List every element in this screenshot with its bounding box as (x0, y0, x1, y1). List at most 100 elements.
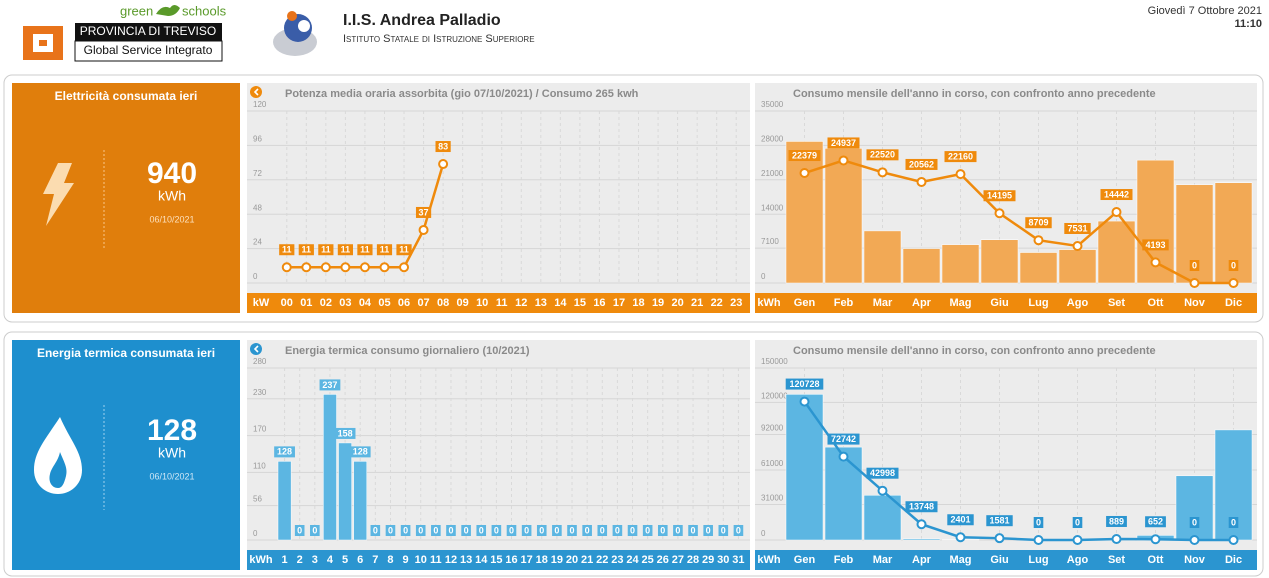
y-tick-label: 120 (253, 100, 267, 109)
point (1111, 207, 1122, 218)
data-label: 0 (403, 525, 408, 535)
data-label: 128 (277, 447, 292, 457)
data-label: 652 (1148, 517, 1163, 527)
data-label: 0 (524, 525, 529, 535)
data-label-box (337, 244, 353, 256)
data-label-box (1100, 189, 1133, 201)
point (1033, 535, 1044, 545)
bar (277, 461, 292, 541)
x-tick-label: 26 (657, 554, 669, 566)
point (1189, 535, 1200, 545)
x-tick-label: 7 (372, 554, 378, 566)
data-label: 889 (1109, 516, 1124, 526)
data-label-box (866, 149, 899, 161)
x-tick-label: 9 (403, 554, 409, 566)
point (1111, 533, 1122, 544)
x-tick-label: 15 (490, 554, 502, 566)
y-tick-label: 150000 (761, 357, 788, 366)
data-label-box (1064, 222, 1091, 234)
x-tick-label: 16 (593, 297, 605, 309)
x-tick-label: Lug (1028, 297, 1048, 309)
unit-label: kWh (757, 297, 781, 309)
data-label-box (279, 244, 295, 256)
data-label: 0 (1036, 517, 1041, 527)
y-tick-label: 0 (761, 529, 766, 538)
point (799, 168, 810, 179)
x-tick-label: Ott (1148, 297, 1164, 309)
x-tick-label: Set (1108, 554, 1125, 566)
x-tick-label: 10 (476, 297, 488, 309)
data-label: 0 (1075, 517, 1080, 527)
x-tick-label: Mag (950, 554, 972, 566)
y-tick-label: 14000 (761, 203, 784, 212)
x-tick-label: Mag (950, 297, 972, 309)
x-tick-label: 00 (281, 297, 293, 309)
unit-label: kW (253, 297, 270, 309)
x-tick-label: 18 (536, 554, 548, 566)
bar (785, 141, 824, 284)
back-arrow (253, 345, 259, 353)
summary-title: Energia termica consumata ieri (37, 346, 215, 360)
back-arrow (253, 88, 259, 96)
x-tick-label: Ago (1067, 297, 1089, 309)
data-label: 0 (600, 525, 605, 535)
data-label: 237 (322, 380, 337, 390)
data-label: 0 (509, 525, 514, 535)
x-tick-label: 3 (312, 554, 318, 566)
data-label-box (318, 244, 334, 256)
data-label: 1581 (989, 516, 1009, 526)
data-label: 0 (645, 525, 650, 535)
point (320, 262, 331, 273)
data-label-box (567, 525, 577, 536)
point (994, 208, 1005, 219)
point (1228, 278, 1239, 288)
y-tick-label: 230 (253, 388, 267, 397)
data-label: 128 (353, 447, 368, 457)
x-tick-label: 07 (417, 297, 429, 309)
x-tick-label: 20 (671, 297, 683, 309)
data-label: 0 (585, 525, 590, 535)
x-tick-label: 21 (581, 554, 593, 566)
data-label-box (1106, 515, 1127, 527)
x-tick-label: 12 (515, 297, 527, 309)
data-label-box (1025, 217, 1052, 229)
province-logo-mark (39, 40, 47, 46)
data-label-box (1033, 517, 1044, 528)
data-label: 0 (494, 525, 499, 535)
data-label-box (1145, 516, 1166, 528)
y-tick-label: 0 (253, 529, 258, 538)
category-band (247, 293, 750, 313)
x-tick-label: 14 (554, 297, 567, 309)
data-label-box (905, 158, 938, 170)
bar (1058, 249, 1097, 284)
summary-date: 06/10/2021 (149, 471, 194, 481)
x-tick-label: 2 (297, 554, 303, 566)
data-label: 0 (630, 525, 635, 535)
data-label-box (349, 446, 371, 458)
data-label-box (986, 515, 1013, 527)
data-label-box (905, 501, 938, 513)
data-label: 0 (479, 525, 484, 535)
x-tick-label: 30 (717, 554, 729, 566)
x-tick-label: 5 (342, 554, 348, 566)
data-label: 0 (1192, 517, 1197, 527)
chart: Consumo mensile dell'anno in corso, con … (755, 83, 1257, 313)
x-tick-label: Dic (1225, 554, 1242, 566)
x-tick-label: Gen (794, 554, 816, 566)
data-label-box (521, 525, 532, 536)
point (994, 533, 1005, 544)
x-tick-label: Feb (834, 554, 854, 566)
x-tick-label: Mar (873, 297, 893, 309)
x-tick-label: 16 (505, 554, 517, 566)
point (955, 532, 966, 543)
x-tick-label: 27 (672, 554, 684, 566)
data-label: 11 (399, 245, 409, 255)
data-label-box (866, 467, 899, 479)
point (1150, 257, 1161, 268)
data-label-box (461, 525, 471, 536)
data-label-box (703, 525, 713, 536)
data-label: 0 (373, 525, 378, 535)
category-band (247, 550, 750, 570)
data-label: 0 (615, 525, 620, 535)
